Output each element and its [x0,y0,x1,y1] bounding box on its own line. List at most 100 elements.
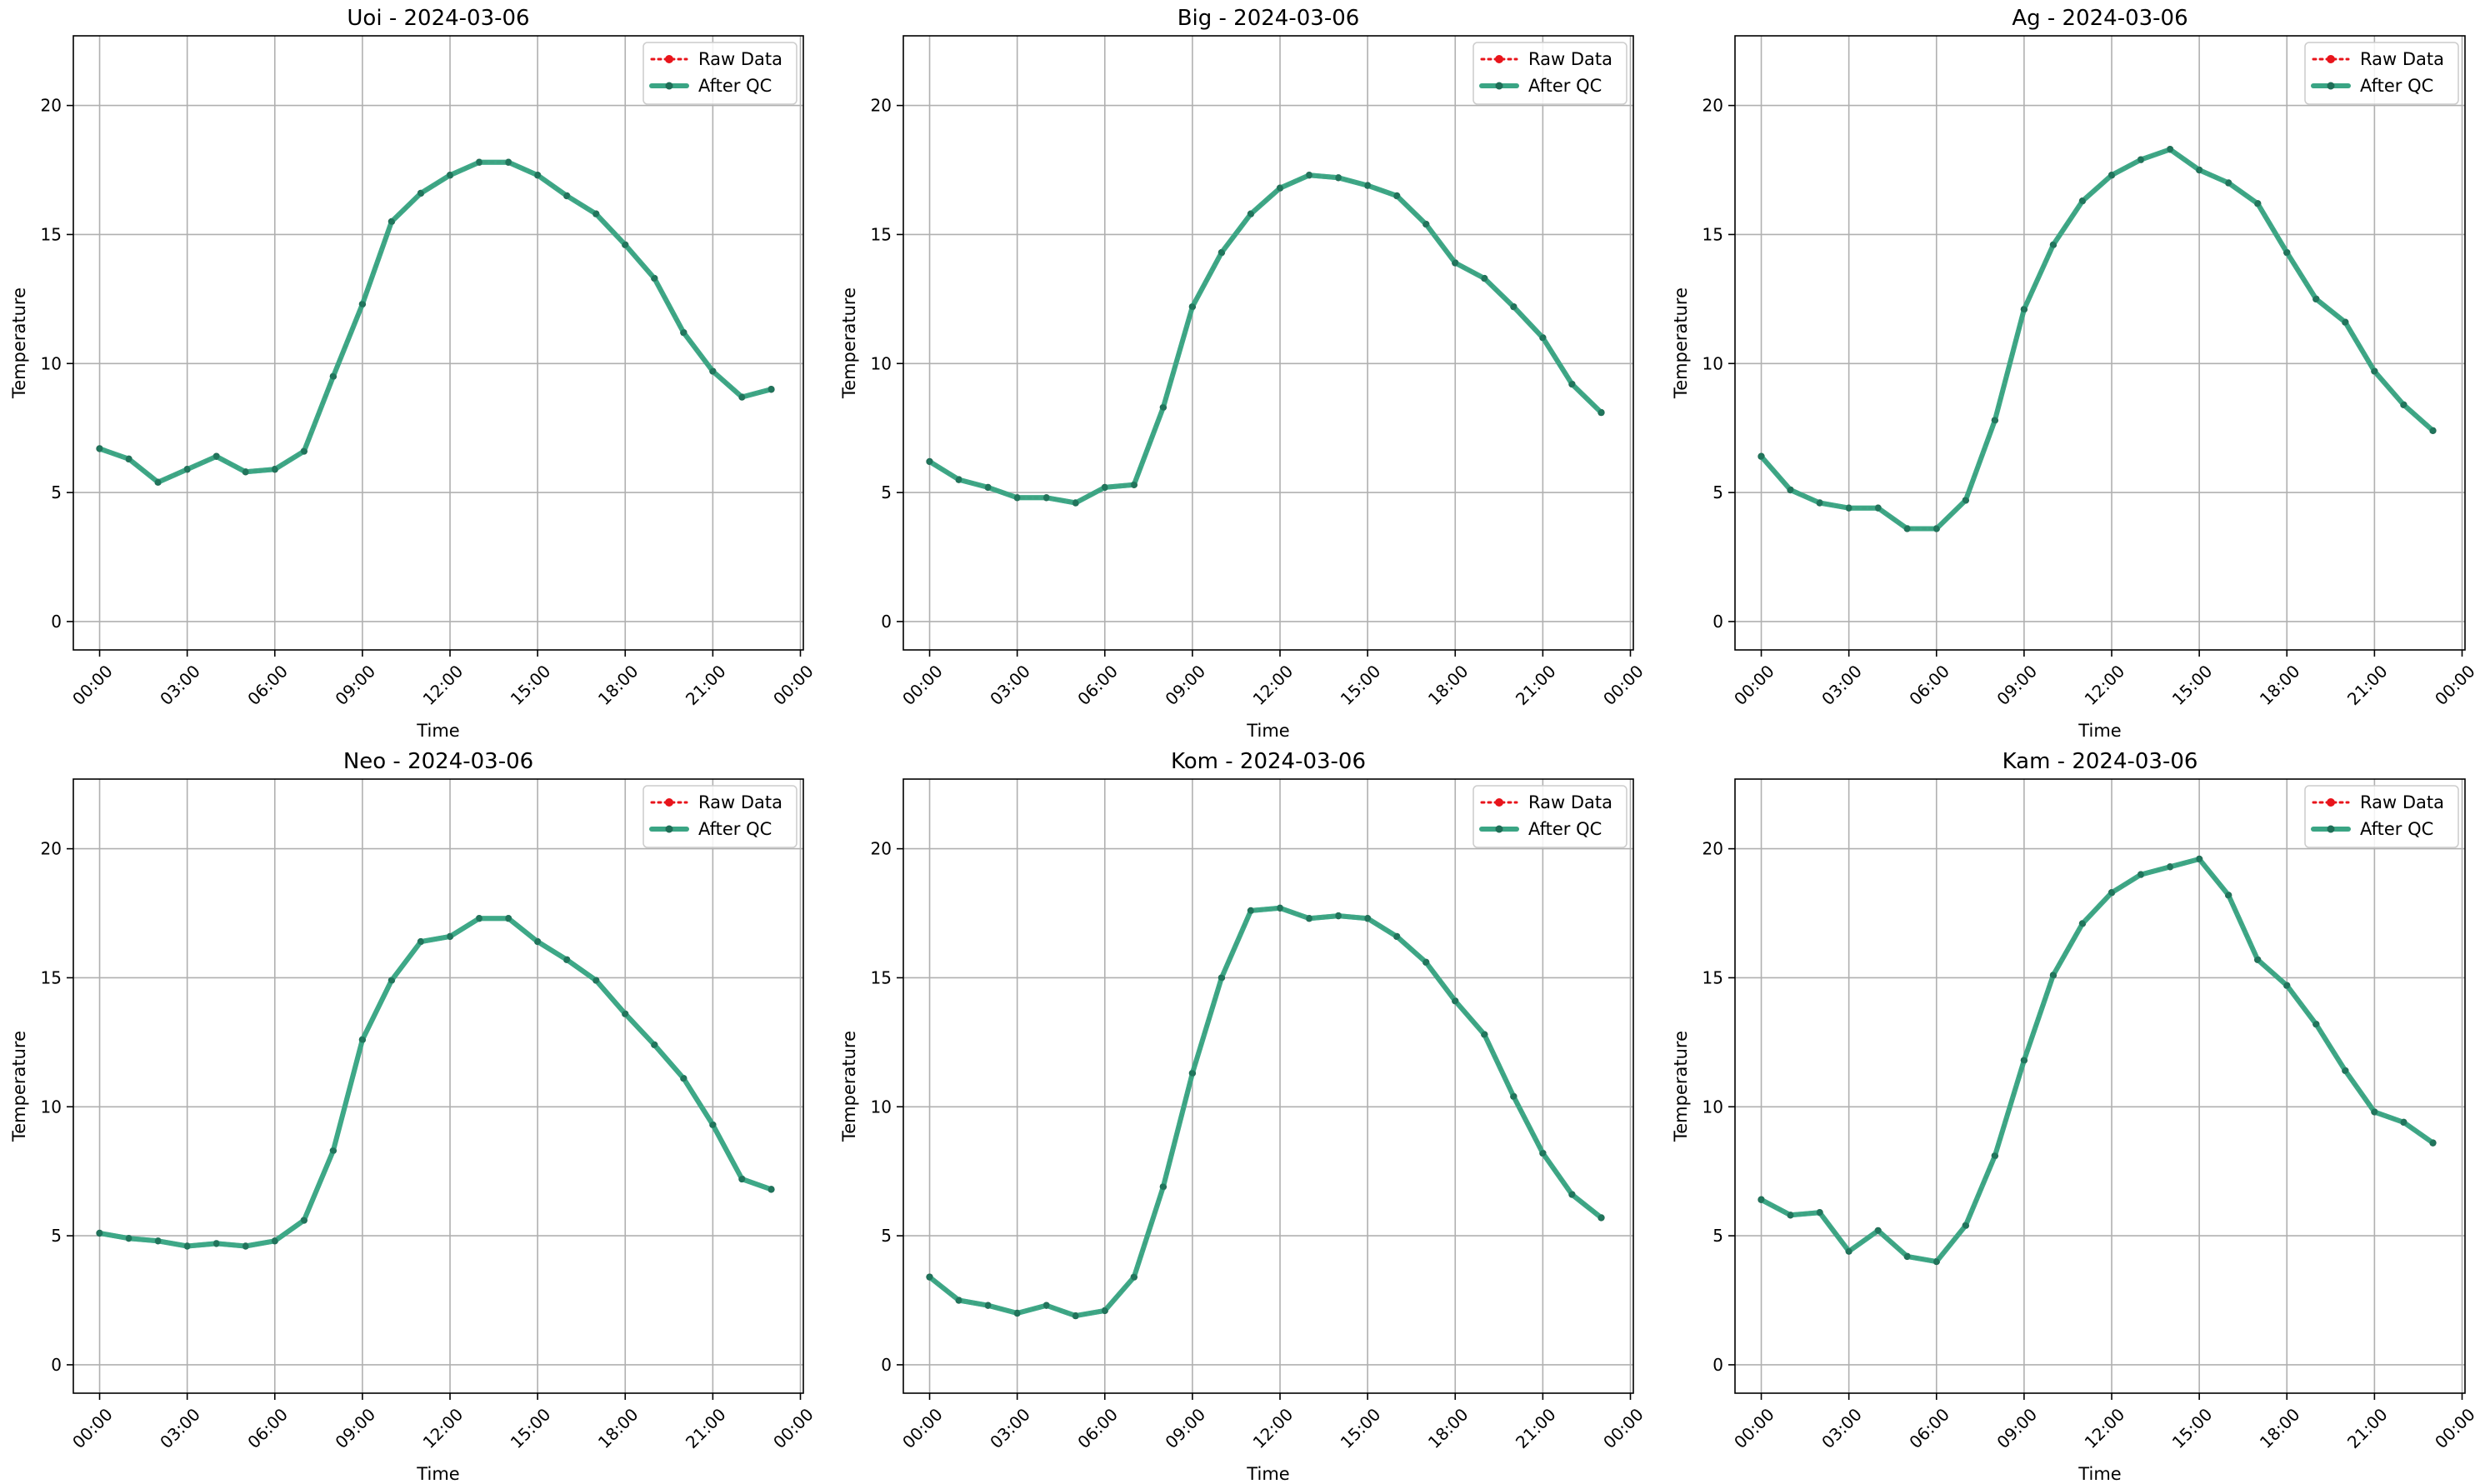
y-tick-label: 10 [41,1097,62,1117]
x-tick-label: 21:00 [2343,1404,2392,1452]
data-point-after-qc-overlay [1846,505,1852,512]
data-point-after-qc-overlay [2283,249,2290,256]
data-point-after-qc-overlay [2079,920,2086,927]
y-tick-label: 10 [1702,353,1723,373]
data-point-after-qc-overlay [1510,303,1517,310]
x-tick-label: 06:00 [1905,661,1953,709]
y-tick-label: 15 [41,224,62,244]
x-tick-label: 15:00 [1337,1404,1385,1452]
data-point-after-qc-overlay [622,242,628,248]
series-line-after-qc-overlay [1758,857,2436,1265]
data-point-after-qc-overlay [1992,417,1998,423]
y-tick-label: 0 [881,612,892,632]
y-axis-label: Temperature [1671,287,1691,399]
data-point-after-qc-overlay [1481,1031,1488,1038]
x-tick-label: 18:00 [594,1404,642,1452]
data-point-after-qc-overlay [1043,494,1050,501]
data-point-after-qc-overlay [1568,1191,1576,1198]
data-point-after-qc-overlay [301,1217,308,1224]
data-point-after-qc-overlay [1962,497,1969,503]
data-point-after-qc-overlay [1817,499,1823,507]
legend-label: Raw Data [698,792,782,812]
data-point-after-qc-overlay [738,393,746,401]
data-point-after-qc-overlay [1539,334,1546,341]
chart-title: Kom - 2024-03-06 [1171,749,1366,774]
data-point-after-qc-overlay [955,477,962,483]
x-axis-label: Time [1246,1464,1289,1484]
chart-panel: 00:00 03:00 06:00 09:00 12:00 15:00 18:00 21:00… [9,6,818,741]
legend-box [642,785,798,848]
data-point-after-qc-overlay [2050,972,2057,978]
data-point-after-qc-overlay [330,1147,337,1154]
y-tick-label: 15 [871,967,892,987]
x-tick-label: 00:00 [1599,661,1648,709]
data-point-after-qc-overlay [96,445,103,452]
data-point-after-qc-overlay [242,468,249,475]
legend-label: Raw Data [1528,792,1612,812]
y-tick-label: 20 [41,839,62,859]
data-point-after-qc-overlay [1758,453,1765,460]
chart-title: Big - 2024-03-06 [1178,6,1360,31]
legend-box [2304,42,2459,105]
data-point-after-qc-overlay [985,484,992,491]
x-axis-label: Time [2078,1464,2121,1484]
data-point-after-qc-overlay [2108,889,2115,896]
data-point-after-qc-overlay [2312,296,2319,302]
data-point-after-qc-overlay [2138,157,2144,163]
y-tick-label: 5 [881,482,892,502]
series-line-after-qc-overlay [927,905,1604,1319]
data-point-after-qc-overlay [388,218,395,225]
legend-label: After QC [1528,819,1602,839]
x-tick-label: 03:00 [986,661,1034,709]
data-point-after-qc-overlay [534,172,541,178]
x-axis-label: Time [416,721,459,741]
data-point-after-qc-overlay [242,1242,249,1250]
x-tick-label: 21:00 [682,661,730,709]
series-line-raw-data [1760,857,2434,1263]
data-point-after-qc-overlay [1218,974,1225,982]
data-point-after-qc-overlay [2225,892,2232,898]
x-tick-label: 09:00 [1161,661,1209,709]
data-point-after-qc-overlay [2429,427,2437,434]
data-point-after-qc-overlay [926,1274,933,1281]
data-point-after-qc-overlay [2429,1140,2437,1147]
data-point-after-qc-overlay [738,1176,746,1182]
data-point-after-qc-overlay [1510,1093,1517,1100]
y-tick-label: 15 [871,224,892,244]
y-tick-label: 5 [51,1226,62,1246]
data-point-after-qc-overlay [2021,1057,2028,1064]
y-tick-label: 20 [871,839,892,859]
chart-title: Neo - 2024-03-06 [343,749,533,774]
data-point-after-qc-overlay [1102,484,1108,491]
data-point-after-qc-overlay [2371,1108,2378,1116]
x-tick-label: 15:00 [2168,1404,2217,1452]
x-tick-label: 00:00 [769,1404,818,1452]
x-tick-label: 09:00 [1992,1404,2041,1452]
data-point-after-qc-overlay [476,915,482,922]
series-line-after-qc [1758,147,2436,532]
y-axis-label: Temperature [839,287,859,399]
data-point-after-qc-overlay [447,933,453,940]
data-point-after-qc-overlay [2254,200,2261,207]
x-tick-label: 09:00 [1992,661,2041,709]
series-line-after-qc-overlay [1758,147,2436,532]
series-line-after-qc-overlay [97,916,774,1249]
data-point-after-qc-overlay [1393,933,1400,940]
y-tick-label: 5 [1712,1226,1723,1246]
data-point-after-qc-overlay [1846,1248,1852,1255]
x-tick-label: 03:00 [986,1404,1034,1452]
data-point-after-qc-overlay [359,301,366,307]
data-point-after-qc-overlay [125,1235,132,1242]
data-point-after-qc-overlay [447,172,453,178]
x-tick-label: 00:00 [1730,1404,1778,1452]
y-tick-label: 10 [871,1097,892,1117]
x-tick-label: 15:00 [2168,661,2217,709]
legend-marker-raw-data [2327,55,2335,63]
data-point-after-qc-overlay [2167,146,2173,152]
y-tick-label: 0 [51,1355,62,1375]
legend-marker-raw-data [2327,798,2335,807]
x-axis-label: Time [2078,721,2121,741]
series-line-after-qc [927,905,1604,1319]
x-tick-label: 21:00 [1512,1404,1560,1452]
x-tick-label: 00:00 [898,1404,947,1452]
